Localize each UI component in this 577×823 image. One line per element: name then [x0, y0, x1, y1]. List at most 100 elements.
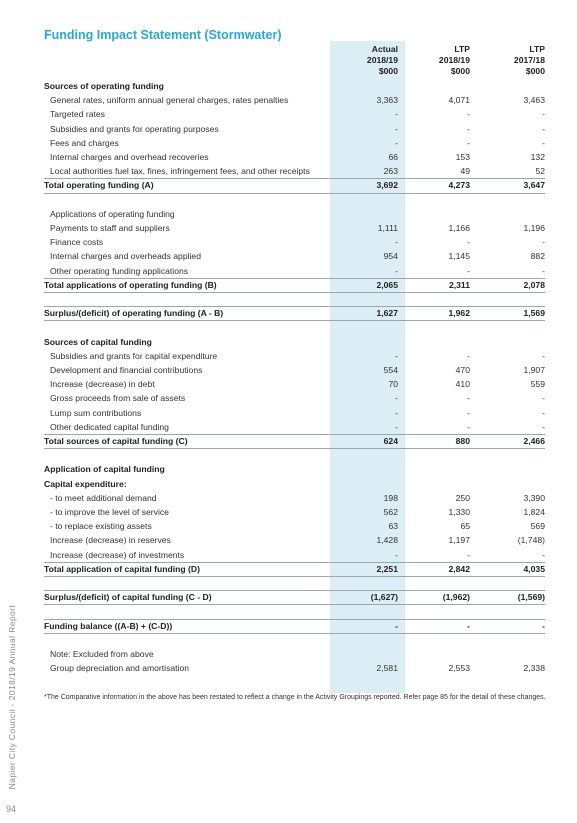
section-caption: Note: Excluded from above	[50, 649, 154, 659]
row-value: -	[467, 137, 470, 148]
row-value: 1,330	[448, 507, 470, 517]
row-value: 153	[455, 152, 470, 162]
total-value: 4,273	[448, 180, 470, 191]
total-value: 2,251	[376, 563, 398, 574]
rule	[44, 618, 545, 620]
section-subheading: Capital expenditure:	[44, 478, 127, 489]
total-label: Surplus/(deficit) of operating funding (…	[44, 308, 224, 319]
total-value: (1,627)	[370, 592, 398, 603]
row-value: 559	[530, 379, 545, 390]
total-label: Funding balance ((A-B) + (C-D))	[44, 620, 173, 631]
row-value: -	[542, 123, 545, 134]
row-value: 66	[388, 152, 398, 162]
section-heading: Sources of operating funding	[44, 81, 164, 91]
row-label: Lump sum contributions	[50, 407, 142, 418]
row-value: 65	[460, 521, 470, 532]
row-label: Increase (decrease) in debt	[50, 379, 155, 390]
row-value: -	[467, 123, 470, 134]
total-value: 880	[455, 436, 470, 446]
total-value: 3,692	[376, 180, 398, 191]
row-label: Subsidies and grants for operating purpo…	[50, 123, 219, 134]
row-value: -	[395, 123, 398, 134]
rule	[44, 448, 545, 450]
row-label: Local authorities fuel tax, fines, infri…	[50, 166, 310, 177]
total-value: 1,627	[376, 308, 398, 319]
row-label: Internal charges and overheads applied	[50, 251, 201, 262]
row-value: 562	[383, 507, 398, 517]
row-label: Internal charges and overhead recoveries	[50, 152, 209, 162]
row-value: -	[395, 407, 398, 418]
row-value: 1,907	[523, 365, 545, 375]
row-value: -	[542, 109, 545, 120]
rule	[44, 306, 545, 308]
row-value: -	[467, 549, 470, 560]
row-label: Development and financial contributions	[50, 365, 203, 375]
row-value: -	[395, 109, 398, 120]
row-value: 1,824	[523, 507, 545, 517]
rule	[44, 178, 545, 180]
row-value: 2,553	[448, 663, 470, 674]
total-label: Surplus/(deficit) of capital funding (C …	[44, 592, 212, 603]
row-value: (1,748)	[517, 535, 545, 546]
section-heading: Sources of capital funding	[44, 336, 152, 347]
row-value: 49	[460, 166, 470, 177]
rule	[44, 277, 545, 279]
column-header: LTP	[529, 44, 545, 54]
total-value: 2,078	[523, 279, 545, 290]
total-value: 1,962	[448, 308, 470, 319]
row-value: -	[542, 137, 545, 148]
row-value: -	[467, 350, 470, 361]
row-value: -	[542, 350, 545, 361]
row-value: 70	[388, 379, 398, 390]
row-value: 470	[455, 365, 470, 375]
total-value: 2,065	[376, 279, 398, 290]
row-label: Payments to staff and suppliers	[50, 223, 170, 233]
row-value: -	[542, 549, 545, 560]
column-header: $000	[525, 66, 545, 76]
column-header: LTP	[454, 44, 470, 54]
row-value: 1,196	[523, 223, 545, 233]
row-value: -	[467, 421, 470, 432]
column-header: 2017/18	[513, 55, 545, 65]
row-value: 52	[535, 166, 545, 177]
row-value: -	[542, 237, 545, 248]
rule	[44, 320, 545, 322]
total-value: 624	[383, 436, 398, 446]
total-value: -	[395, 620, 398, 631]
side-text: Napier City Council - 2018/19 Annual Rep…	[6, 604, 17, 790]
row-value: 63	[388, 521, 398, 532]
total-label: Total applications of operating funding …	[44, 279, 217, 290]
row-value: -	[395, 237, 398, 248]
row-value: 4,071	[448, 95, 470, 106]
row-value: -	[395, 549, 398, 560]
row-label: Other dedicated capital funding	[50, 421, 169, 432]
total-label: Total application of capital funding (D)	[44, 563, 200, 574]
row-value: -	[542, 393, 545, 404]
row-value: 263	[383, 166, 398, 177]
rule	[44, 434, 545, 435]
row-label: Finance costs	[50, 237, 104, 248]
row-label: Other operating funding applications	[50, 265, 189, 276]
row-value: -	[542, 421, 545, 432]
section-heading: Application of capital funding	[44, 464, 165, 475]
section-caption: Applications of operating funding	[50, 208, 175, 219]
row-value: 954	[383, 251, 398, 262]
footnote: *The Comparative information in the abov…	[44, 694, 546, 701]
row-value: 569	[530, 521, 545, 532]
total-value: -	[542, 620, 545, 631]
row-value: -	[395, 350, 398, 361]
total-value: (1,569)	[517, 592, 545, 603]
row-value: -	[467, 407, 470, 418]
row-value: -	[467, 109, 470, 120]
total-value: 1,569	[523, 308, 545, 319]
row-label: Group depreciation and amortisation	[50, 663, 190, 674]
row-value: 1,197	[448, 535, 470, 546]
row-value: -	[467, 265, 470, 276]
row-label: Increase (decrease) of investments	[50, 549, 185, 560]
total-value: 2,466	[523, 436, 545, 446]
row-value: 882	[530, 251, 545, 262]
rule	[44, 632, 545, 634]
total-value: -	[467, 620, 470, 631]
column-header: 2018/19	[438, 55, 470, 65]
